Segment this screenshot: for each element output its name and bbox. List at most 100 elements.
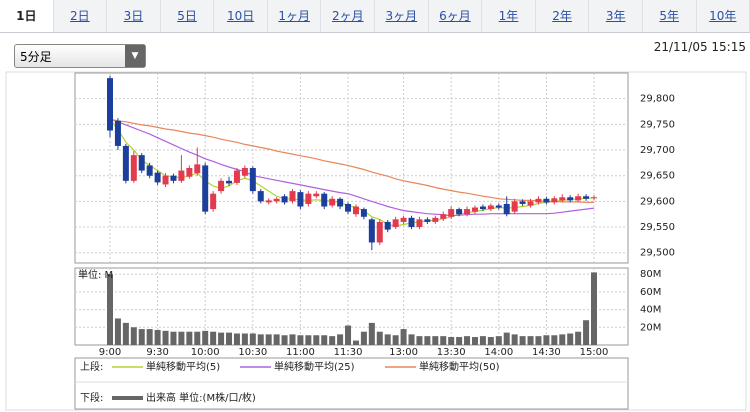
- volume-bar: [384, 334, 391, 345]
- candle-body: [186, 168, 193, 177]
- volume-bar: [107, 274, 113, 345]
- period-tab[interactable]: 1日: [0, 0, 54, 32]
- volume-bar: [495, 336, 502, 345]
- x-tick-label: 9:00: [99, 347, 121, 358]
- legend-box: [74, 357, 629, 410]
- period-tab[interactable]: 1年: [482, 0, 536, 32]
- volume-bar: [130, 327, 137, 345]
- volume-bar: [154, 329, 161, 345]
- candle-body: [551, 198, 558, 203]
- candle-body: [138, 155, 145, 171]
- volume-bar: [376, 331, 383, 345]
- period-tab[interactable]: 2年: [536, 0, 590, 32]
- candle-body: [233, 170, 240, 183]
- candle-body: [360, 209, 367, 217]
- period-tab[interactable]: 3日: [107, 0, 161, 32]
- volume-bar: [265, 334, 272, 345]
- period-tab[interactable]: 5日: [161, 0, 215, 32]
- candle-body: [479, 206, 486, 210]
- volume-bar: [448, 337, 455, 345]
- candle-body: [170, 175, 177, 181]
- x-tick-label: 11:00: [286, 347, 315, 358]
- candle-body: [154, 172, 161, 183]
- volume-bar: [210, 331, 217, 345]
- period-tab[interactable]: 1ヶ月: [268, 0, 322, 32]
- period-tab[interactable]: 2日: [54, 0, 108, 32]
- volume-bar: [479, 336, 486, 345]
- volume-bar: [313, 335, 320, 345]
- candle-body: [329, 198, 336, 206]
- volume-bar: [345, 325, 352, 345]
- candle-body: [471, 207, 478, 212]
- volume-bar: [416, 336, 423, 345]
- candle-body: [321, 193, 328, 207]
- x-tick-label: 13:00: [389, 347, 418, 358]
- candle-body: [448, 209, 455, 217]
- volume-bar: [114, 318, 121, 345]
- candle-body: [368, 219, 375, 243]
- x-tick-label: 14:00: [484, 347, 513, 358]
- volume-bar: [122, 322, 129, 345]
- x-tick-label: 11:30: [334, 347, 363, 358]
- legend-heading: 下段:: [80, 391, 103, 404]
- candle-body: [337, 198, 344, 207]
- candle-body: [146, 165, 153, 176]
- volume-bar: [281, 335, 288, 345]
- legend-label: 単純移動平均(5): [146, 360, 220, 373]
- y-tick-label: 29,600: [640, 196, 675, 207]
- candle-body: [305, 193, 312, 204]
- volume-bar: [440, 336, 447, 345]
- period-tab[interactable]: 3ヶ月: [375, 0, 429, 32]
- candle-body: [503, 203, 510, 215]
- interval-dropdown[interactable]: 5分足 ▼: [14, 44, 146, 68]
- dropdown-label: 5分足: [20, 50, 52, 64]
- candle-body: [313, 193, 320, 197]
- candle-body: [527, 201, 534, 206]
- candle-body: [384, 221, 391, 230]
- candle-body: [424, 219, 431, 222]
- candle-body: [567, 197, 574, 201]
- candle-body: [432, 217, 439, 222]
- x-tick-label: 14:30: [532, 347, 561, 358]
- period-tab[interactable]: 5年: [643, 0, 697, 32]
- candle-body: [297, 192, 304, 207]
- plot-area: [74, 72, 629, 264]
- volume-bar: [226, 332, 233, 345]
- volume-bar: [218, 332, 225, 345]
- candle-body: [583, 196, 590, 199]
- y-tick-label: 80M: [640, 269, 661, 280]
- period-tab[interactable]: 10日: [214, 0, 268, 32]
- legend-label: 出来高 単位:(M株/口/枚): [146, 391, 256, 404]
- volume-bar: [186, 331, 193, 345]
- candle-body: [202, 165, 209, 212]
- volume-bar: [567, 333, 574, 345]
- dropdown-arrow[interactable]: ▼: [125, 45, 145, 67]
- candle-body: [273, 198, 280, 202]
- volume-bar: [575, 331, 582, 345]
- y-tick-label: 29,750: [640, 119, 675, 130]
- candle-body: [456, 209, 463, 215]
- candle-body: [218, 180, 225, 192]
- volume-bar: [241, 333, 248, 345]
- y-tick-label: 29,800: [640, 94, 675, 105]
- candle-body: [392, 219, 399, 228]
- period-tab[interactable]: 2ヶ月: [321, 0, 376, 32]
- frame: [5, 71, 747, 411]
- period-tab[interactable]: 6ヶ月: [429, 0, 483, 32]
- volume-bar: [464, 336, 471, 345]
- volume-bar: [392, 335, 399, 345]
- candle-body: [519, 201, 526, 204]
- candle-body: [376, 221, 383, 243]
- candle-body: [511, 201, 518, 212]
- volume-bar: [368, 322, 375, 345]
- volume-bar: [233, 333, 240, 345]
- period-tab[interactable]: 3年: [589, 0, 643, 32]
- volume-bar: [400, 329, 407, 345]
- candle-body: [226, 180, 233, 184]
- moving-average-line: [109, 118, 594, 203]
- legend-heading: 上段:: [80, 360, 103, 373]
- volume-bar: [535, 336, 542, 345]
- candle-body: [289, 191, 296, 202]
- candle-body: [543, 198, 550, 203]
